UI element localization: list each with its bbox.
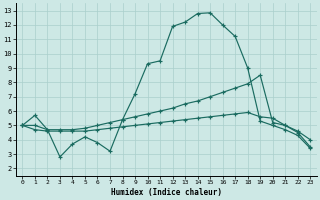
X-axis label: Humidex (Indice chaleur): Humidex (Indice chaleur) [111, 188, 222, 197]
